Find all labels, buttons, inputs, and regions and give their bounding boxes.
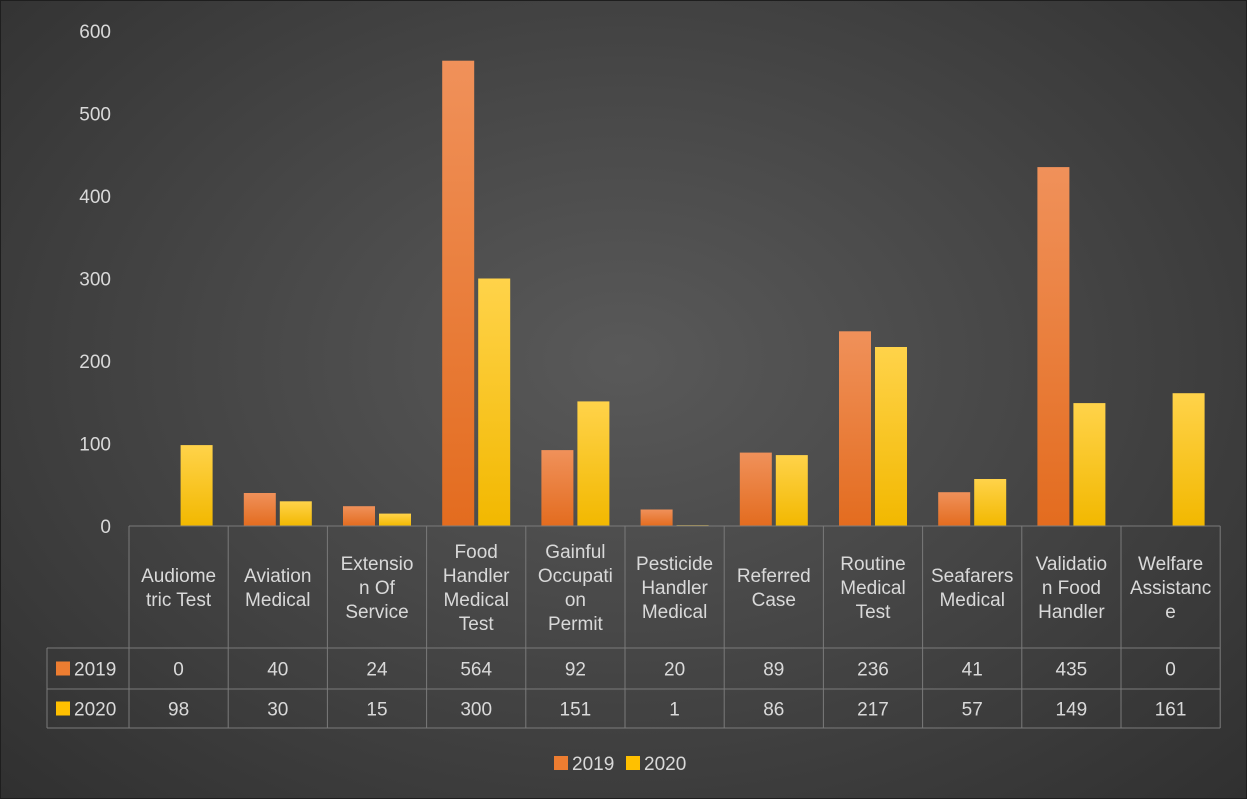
category-label: Food Handler Medical Test	[443, 542, 510, 635]
bar-2020-9	[974, 479, 1007, 526]
category-label: Extensio n Of Service	[341, 554, 414, 623]
data-table: Audiome tric Test Aviation Medical Extensio n…	[46, 525, 1221, 729]
table-legend-key-2019	[56, 661, 70, 676]
bar-2020-4	[478, 278, 511, 526]
table-value-2020-7: 86	[763, 700, 784, 721]
legend-key-2020	[626, 756, 640, 770]
bar-2020-2	[279, 501, 312, 527]
bar-2020-10	[1073, 403, 1106, 526]
table-legend-key-2020	[56, 701, 70, 716]
y-tick-label: 600	[79, 22, 111, 43]
table-value-2020-11: 161	[1155, 700, 1187, 721]
table-value-2020-1: 98	[168, 700, 189, 721]
y-tick-label: 200	[79, 352, 111, 373]
bar-2020-5	[577, 401, 610, 526]
y-axis: 0 100 200 300 400 500 600	[79, 22, 111, 538]
bar-series	[180, 60, 1205, 527]
table-value-2020-5: 151	[560, 700, 592, 721]
table-value-2019-1: 0	[173, 660, 184, 681]
bar-2020-7	[775, 455, 808, 526]
table-value-2020-9: 57	[962, 700, 983, 721]
category-label: Welfare Assistanc e	[1130, 554, 1211, 623]
table-value-2019-8: 236	[857, 660, 889, 681]
bar-2019-10	[1037, 167, 1070, 526]
legend: 2019 2020	[554, 754, 686, 775]
table-value-2019-11: 0	[1165, 660, 1176, 681]
y-tick-label: 500	[79, 105, 111, 126]
table-value-2019-4: 564	[460, 660, 492, 681]
category-label: Gainful Occupati on Permit	[538, 542, 613, 635]
table-series-label: 2020	[74, 700, 116, 721]
y-tick-label: 0	[100, 517, 111, 538]
bar-2019-8	[839, 331, 871, 526]
bar-2019-4	[442, 60, 475, 526]
category-label: Seafarers Medical	[931, 566, 1013, 611]
table-value-2019-3: 24	[366, 660, 388, 681]
table-value-2019-5: 92	[565, 660, 586, 681]
table-value-2020-8: 217	[857, 700, 889, 721]
bar-2020-1	[180, 445, 213, 526]
bar-2020-11	[1172, 393, 1205, 526]
legend-label-2020: 2020	[644, 754, 686, 775]
bar-2019-6	[640, 509, 673, 526]
category-label: Pesticide Handler Medical	[636, 554, 713, 623]
bar-2020-8	[875, 347, 907, 526]
bar-2019-3	[343, 506, 375, 526]
table-value-2019-2: 40	[267, 660, 288, 681]
table-series-label: 2019	[74, 660, 116, 681]
y-tick-label: 400	[79, 187, 111, 208]
table-value-2019-7: 89	[763, 660, 784, 681]
table-value-2020-6: 1	[669, 700, 680, 721]
category-label: Aviation Medical	[244, 566, 311, 611]
category-label: Referred Case	[737, 566, 811, 611]
y-tick-label: 300	[79, 270, 111, 291]
bar-2019-7	[739, 452, 772, 526]
bar-2019-5	[541, 450, 574, 526]
legend-key-2019	[554, 756, 568, 770]
bar-2019-2	[243, 493, 276, 526]
legend-label-2019: 2019	[572, 754, 614, 775]
table-value-2020-3: 15	[366, 700, 387, 721]
y-tick-label: 100	[79, 435, 111, 456]
category-label: Validatio n Food Handler	[1036, 554, 1107, 623]
table-value-2019-6: 20	[664, 660, 685, 681]
table-value-2020-10: 149	[1056, 700, 1088, 721]
bar-2020-3	[379, 513, 411, 526]
bar-2019-9	[938, 492, 971, 526]
table-value-2019-9: 41	[962, 660, 983, 681]
category-label: Routine Medical Test	[840, 554, 906, 623]
table-value-2020-4: 300	[460, 700, 492, 721]
table-value-2019-10: 435	[1056, 660, 1088, 681]
category-label: Audiome tric Test	[141, 566, 216, 611]
table-value-2020-2: 30	[267, 700, 288, 721]
